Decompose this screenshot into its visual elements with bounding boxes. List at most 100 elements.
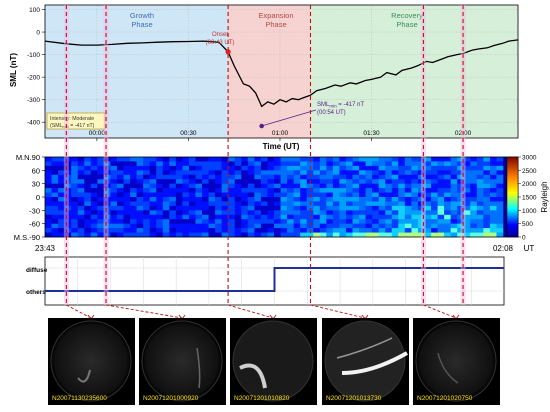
keogram-cell [208,223,216,229]
keogram-cell [293,188,301,193]
keogram-cell [489,188,497,193]
keogram-cell [221,174,229,180]
keogram-cell [431,179,438,184]
keogram-cell [247,205,255,211]
keogram-cell [293,174,301,180]
keogram-cell [77,165,85,171]
keogram-cell [221,179,229,184]
keogram-cell [241,174,249,180]
keogram-cell [444,179,451,184]
keogram-cell [116,214,124,220]
keogram-cell [254,183,262,189]
keogram-cell [352,223,360,229]
keogram-cell [372,214,379,220]
keogram-cell [274,205,281,211]
sml-y-ticks: 100 0 -100 -200 -300 -400 [27,7,45,127]
keogram-cell [215,205,222,211]
keogram-cell [483,179,491,184]
keogram-cell [169,210,177,216]
keogram-cell [64,197,72,202]
keogram-cell [84,174,92,180]
keogram-cell [411,228,419,233]
keogram-cell [130,188,137,193]
keogram-cell [489,179,497,184]
sml-ytick-label: 0 [36,30,40,37]
keogram-cell [385,179,393,184]
keogram-cell [470,228,478,233]
keogram-cell [280,165,288,171]
keogram-cell [411,197,419,202]
keogram-cell [247,219,255,224]
keogram-cell [247,232,255,238]
keogram-cell [130,197,137,202]
keogram-cell [254,228,262,233]
keogram-cell [313,210,321,216]
keogram-cell [345,210,353,216]
keogram-cell [470,174,478,180]
keogram-cell [489,170,497,176]
keogram-cell [476,157,484,162]
keogram-cell [417,170,425,176]
keogram-cell [385,197,393,202]
keogram-cell [424,228,432,233]
keogram-cell [156,228,164,233]
keogram-cell [431,165,438,171]
keogram-cell [470,205,478,211]
keogram-cell [417,210,425,216]
keogram-cell [378,197,386,202]
keogram-cell [208,174,216,180]
keogram-cell [339,232,347,238]
keogram-cell [208,165,216,171]
keogram-cell [391,188,399,193]
keogram-cell [332,214,340,220]
keogram-cell [182,219,190,224]
keogram-cell [103,210,111,216]
keogram-cell [123,174,131,180]
keogram-cell [280,157,288,162]
keogram-cell [287,232,294,238]
keogram-cell [463,157,471,162]
keogram-cell [306,174,314,180]
keogram-cell [260,183,268,189]
keogram-cell [319,165,327,171]
keogram-cell [103,157,111,162]
keogram-cell [123,161,131,167]
keogram-cell [221,214,229,220]
keogram-cell [136,188,144,193]
keogram-cell [247,170,255,176]
keogram-cell [188,223,196,229]
keogram-cell [77,214,85,220]
keogram-cell [228,165,236,171]
keogram-cell [64,214,72,220]
keogram-cell [352,210,360,216]
keogram-cell [45,157,52,162]
keogram-cell [424,197,432,202]
keogram-cell [431,192,438,198]
keogram-cell [130,174,137,180]
keogram-cell [143,197,150,202]
keogram-cell [77,197,85,202]
keogram-cell [417,179,425,184]
keogram-cell [254,165,262,171]
keogram-cell [90,228,98,233]
keogram-cell [378,214,386,220]
keogram-cell [444,188,451,193]
colorbar-label: Rayleigh [540,181,549,212]
keogram-cell [404,170,412,176]
keogram-cell [345,201,353,207]
keogram-cell [444,219,451,224]
keogram-cell [182,188,190,193]
keogram-cell [274,161,281,167]
keogram-cell [169,219,177,224]
keogram-cell [444,161,451,167]
keogram-cell [58,210,65,216]
keogram-cell [404,223,412,229]
keogram-cell [463,165,471,171]
keogram-cell [51,232,59,238]
keogram-cell [260,197,268,202]
keogram-cell [352,232,360,238]
keogram-cell [424,188,432,193]
keogram-cell [306,223,314,229]
keogram-cell [234,205,242,211]
